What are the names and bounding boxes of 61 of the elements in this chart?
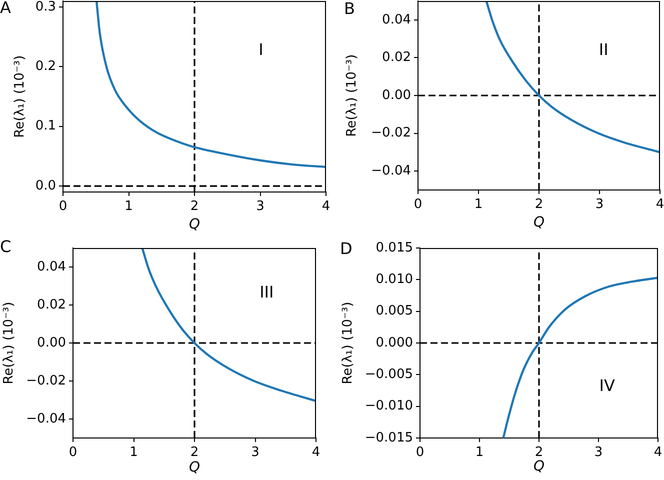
x-tick-label: 4 <box>656 197 664 212</box>
line-series <box>485 1 660 154</box>
y-tick-label: 0.1 <box>35 118 56 134</box>
x-tick-label: 3 <box>594 445 603 460</box>
x-tick-label: 1 <box>130 445 138 460</box>
y-tick-label: 0.010 <box>376 272 413 288</box>
y-tick-label: 0.0 <box>35 178 56 194</box>
line-series <box>502 276 658 438</box>
chart-title: A <box>0 0 11 17</box>
y-axis-title: Re(λ₁) (10⁻³) <box>344 54 360 137</box>
y-tick-label: −0.02 <box>371 126 411 141</box>
x-axis-title: Q <box>188 216 200 233</box>
x-tick-label: 0 <box>68 445 78 460</box>
y-tick-label: −0.015 <box>364 430 413 446</box>
chart-title: C <box>0 237 12 256</box>
annotation: I <box>258 40 264 59</box>
x-tick-label: 1 <box>475 445 484 460</box>
annotation: III <box>260 282 274 302</box>
x-tick-label: 3 <box>595 197 604 212</box>
x-tick-label: 1 <box>124 199 133 214</box>
annotation: II <box>598 40 608 60</box>
x-axis-title: Q <box>533 214 545 231</box>
y-tick-label: 0.04 <box>382 12 411 28</box>
x-tick-label: 2 <box>190 199 199 214</box>
line-series <box>95 1 326 168</box>
x-tick-label: 1 <box>474 197 483 212</box>
y-tick-label: 0.015 <box>376 240 413 256</box>
y-tick-label: 0.00 <box>37 335 66 350</box>
y-tick-label: −0.02 <box>26 373 66 388</box>
x-tick-label: 4 <box>312 445 320 460</box>
y-tick-label: 0.3 <box>35 0 56 14</box>
y-tick-label: 0.000 <box>376 335 413 350</box>
y-axis-title: Re(λ₁) (10⁻³) <box>340 302 356 384</box>
x-tick-label: 0 <box>416 445 424 460</box>
chart-title: B <box>344 0 355 18</box>
x-tick-label: 4 <box>654 445 662 460</box>
y-tick-label: −0.010 <box>364 398 413 414</box>
x-tick-label: 3 <box>256 199 264 214</box>
x-tick-label: 2 <box>190 445 199 460</box>
y-tick-label: 0.005 <box>376 304 413 319</box>
annotation: IV <box>599 376 615 395</box>
line-series <box>141 248 316 402</box>
x-axis-title: Q <box>188 460 200 476</box>
x-tick-label: 2 <box>534 445 544 460</box>
y-tick-label: 0.02 <box>382 50 411 66</box>
y-tick-label: −0.005 <box>364 367 413 382</box>
x-tick-label: 4 <box>322 199 330 214</box>
x-tick-label: 2 <box>534 197 544 212</box>
y-tick-label: 0.02 <box>37 297 66 312</box>
chart-title: D <box>340 239 352 258</box>
y-axis-title: Re(λ₁) (10⁻³) <box>12 55 28 138</box>
y-axis-title: Re(λ₁) (10⁻³) <box>1 302 16 384</box>
x-tick-label: 0 <box>414 197 422 212</box>
x-tick-label: 3 <box>251 445 260 460</box>
x-tick-label: 0 <box>58 199 68 214</box>
y-tick-label: −0.04 <box>371 163 411 178</box>
y-tick-label: 0.04 <box>37 259 66 274</box>
y-tick-label: 0.2 <box>35 59 56 74</box>
y-tick-label: −0.04 <box>26 411 66 426</box>
y-tick-label: 0.00 <box>382 88 411 103</box>
x-axis-title: Q <box>533 458 545 475</box>
